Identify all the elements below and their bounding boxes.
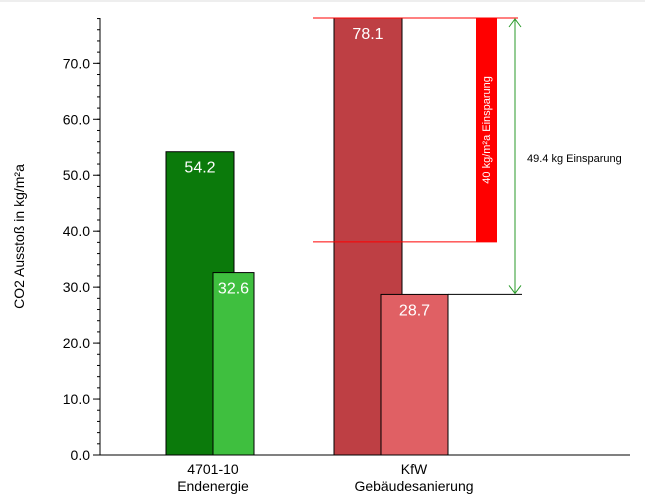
saving-arrow-head-bottom — [508, 285, 522, 295]
y-tick-label: 70.0 — [63, 55, 90, 71]
saving-arrow-head-top — [508, 18, 522, 28]
bar-2-2 — [380, 293, 449, 456]
category-label-line: KfW — [401, 461, 428, 477]
y-tick-label: 30.0 — [63, 279, 90, 295]
saving-bar — [476, 18, 497, 242]
category-label-line: Gebäudesanierung — [354, 478, 473, 494]
y-tick-label: 10.0 — [63, 391, 90, 407]
saving-arrow-label: 49.4 kg Einsparung — [527, 153, 622, 165]
y-axis-title: CO2 Ausstoß in kg/m²a — [11, 164, 27, 309]
bar-1-2 — [212, 272, 255, 456]
category-label-line: Endenergie — [177, 478, 249, 494]
y-tick-label: 60.0 — [63, 111, 90, 127]
y-tick-label: 40.0 — [63, 223, 90, 239]
bar-value-label: 78.1 — [352, 26, 383, 43]
bar-value-label: 28.7 — [399, 302, 430, 319]
saving-bar-label: 40 kg/m²a Einsparung — [481, 76, 493, 184]
y-tick-label: 0.0 — [71, 447, 91, 463]
category-label-line: 4701-10 — [187, 461, 239, 477]
y-tick-label: 50.0 — [63, 167, 90, 183]
y-tick-label: 20.0 — [63, 335, 90, 351]
bar-value-label: 54.2 — [184, 160, 215, 177]
bar-value-label: 32.6 — [218, 281, 249, 298]
